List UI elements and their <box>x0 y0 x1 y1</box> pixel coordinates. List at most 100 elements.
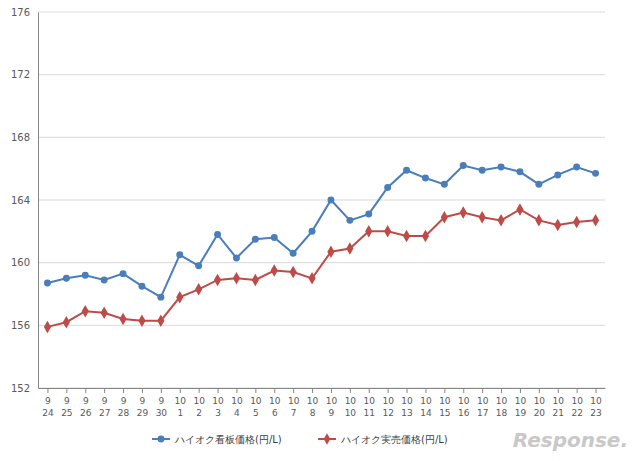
x-tick: 107 <box>288 388 300 418</box>
series-point <box>441 211 448 223</box>
series-point <box>460 162 467 169</box>
series-point <box>346 242 353 254</box>
series-point <box>554 219 561 231</box>
y-tick: 152 <box>11 383 38 394</box>
x-tick: 1017 <box>477 388 489 418</box>
x-tick: 926 <box>80 388 92 418</box>
y-tick-label: 152 <box>11 383 30 394</box>
x-tick-label: 103 <box>212 396 224 418</box>
series-point <box>101 307 108 319</box>
y-tick-label: 160 <box>11 257 30 268</box>
x-tick-label: 1016 <box>458 396 470 418</box>
x-tick-mark <box>331 388 332 393</box>
y-tick: 172 <box>11 69 38 80</box>
x-tick-label: 109 <box>326 396 338 418</box>
x-tick: 1020 <box>534 388 546 418</box>
x-axis: 9249259269279289299301011021031041051061… <box>39 388 606 418</box>
y-tick-label: 164 <box>11 195 30 206</box>
x-tick-mark <box>558 388 559 393</box>
series-point <box>44 321 51 333</box>
series-line <box>47 209 595 327</box>
x-tick-label: 104 <box>231 396 243 418</box>
series-point <box>44 280 51 287</box>
series-point <box>592 170 599 177</box>
x-tick: 1021 <box>553 388 565 418</box>
x-tick: 1019 <box>515 388 527 418</box>
y-tick: 156 <box>11 320 38 331</box>
series-point <box>479 211 486 223</box>
y-tick: 168 <box>11 132 38 143</box>
x-tick-mark <box>596 388 597 393</box>
series-point <box>573 216 580 228</box>
x-tick-label: 1023 <box>590 396 602 418</box>
series-point <box>498 164 505 171</box>
x-tick-mark <box>123 388 124 393</box>
series-point <box>384 184 391 191</box>
x-tick-label: 927 <box>99 396 110 418</box>
series-point <box>327 245 334 257</box>
series-point <box>441 181 448 188</box>
series-point <box>573 164 580 171</box>
y-tick: 160 <box>11 257 38 268</box>
series-point <box>346 217 353 224</box>
x-tick: 1011 <box>364 388 376 418</box>
x-tick: 1013 <box>401 388 413 418</box>
series-point <box>309 228 316 235</box>
series-point <box>63 316 70 328</box>
series-point <box>516 203 523 215</box>
x-tick-label: 101 <box>175 396 187 418</box>
series-point <box>252 274 259 286</box>
x-tick-label: 106 <box>269 396 281 418</box>
series-point <box>214 231 221 238</box>
plot: 1521561601641681721769249259269279289299… <box>11 7 606 418</box>
x-tick: 1018 <box>496 388 508 418</box>
grid-line <box>38 137 605 138</box>
series-point <box>516 168 523 175</box>
series-point <box>365 211 372 218</box>
series-point <box>290 250 297 257</box>
x-tick-label: 1022 <box>571 396 583 418</box>
x-tick-label: 1012 <box>382 396 394 418</box>
x-tick-mark <box>312 388 313 393</box>
x-tick-mark <box>199 388 200 393</box>
x-tick-label: 105 <box>250 396 262 418</box>
legend: ハイオク看板価格(円/L)ハイオク実売価格(円/L) <box>152 433 448 444</box>
series-point <box>195 262 202 269</box>
series-point <box>497 214 504 226</box>
series-point <box>592 214 599 226</box>
x-tick: 925 <box>61 388 72 418</box>
grid-line <box>38 262 605 263</box>
x-tick-mark <box>293 388 294 393</box>
series-point <box>460 206 467 218</box>
x-tick-mark <box>255 388 256 393</box>
x-tick-label: 1017 <box>477 396 489 418</box>
x-tick-label: 925 <box>61 396 72 418</box>
x-tick-mark <box>388 388 389 393</box>
x-tick: 1012 <box>382 388 394 418</box>
x-tick-label: 928 <box>118 396 130 418</box>
x-tick-label: 926 <box>80 396 92 418</box>
series-point <box>233 272 240 284</box>
y-tick-label: 172 <box>11 69 30 80</box>
legend-label: ハイオク看板価格(円/L) <box>174 434 282 445</box>
series-point <box>157 314 164 326</box>
x-tick: 1015 <box>439 388 451 418</box>
x-tick: 103 <box>212 388 224 418</box>
x-tick: 1022 <box>571 388 583 418</box>
series-point <box>119 313 126 325</box>
x-tick-mark <box>274 388 275 393</box>
x-tick-mark <box>444 388 445 393</box>
x-tick-mark <box>85 388 86 393</box>
x-tick: 109 <box>326 388 338 418</box>
series-point <box>233 254 240 261</box>
x-tick-mark <box>66 388 67 393</box>
legend-marker <box>324 433 331 444</box>
series-point <box>82 305 89 317</box>
x-tick: 1016 <box>458 388 470 418</box>
x-tick: 105 <box>250 388 262 418</box>
series-point <box>327 197 334 204</box>
x-tick-mark <box>407 388 408 393</box>
y-tick-label: 156 <box>11 320 30 331</box>
x-tick-label: 108 <box>307 396 319 418</box>
series-line <box>47 166 595 298</box>
